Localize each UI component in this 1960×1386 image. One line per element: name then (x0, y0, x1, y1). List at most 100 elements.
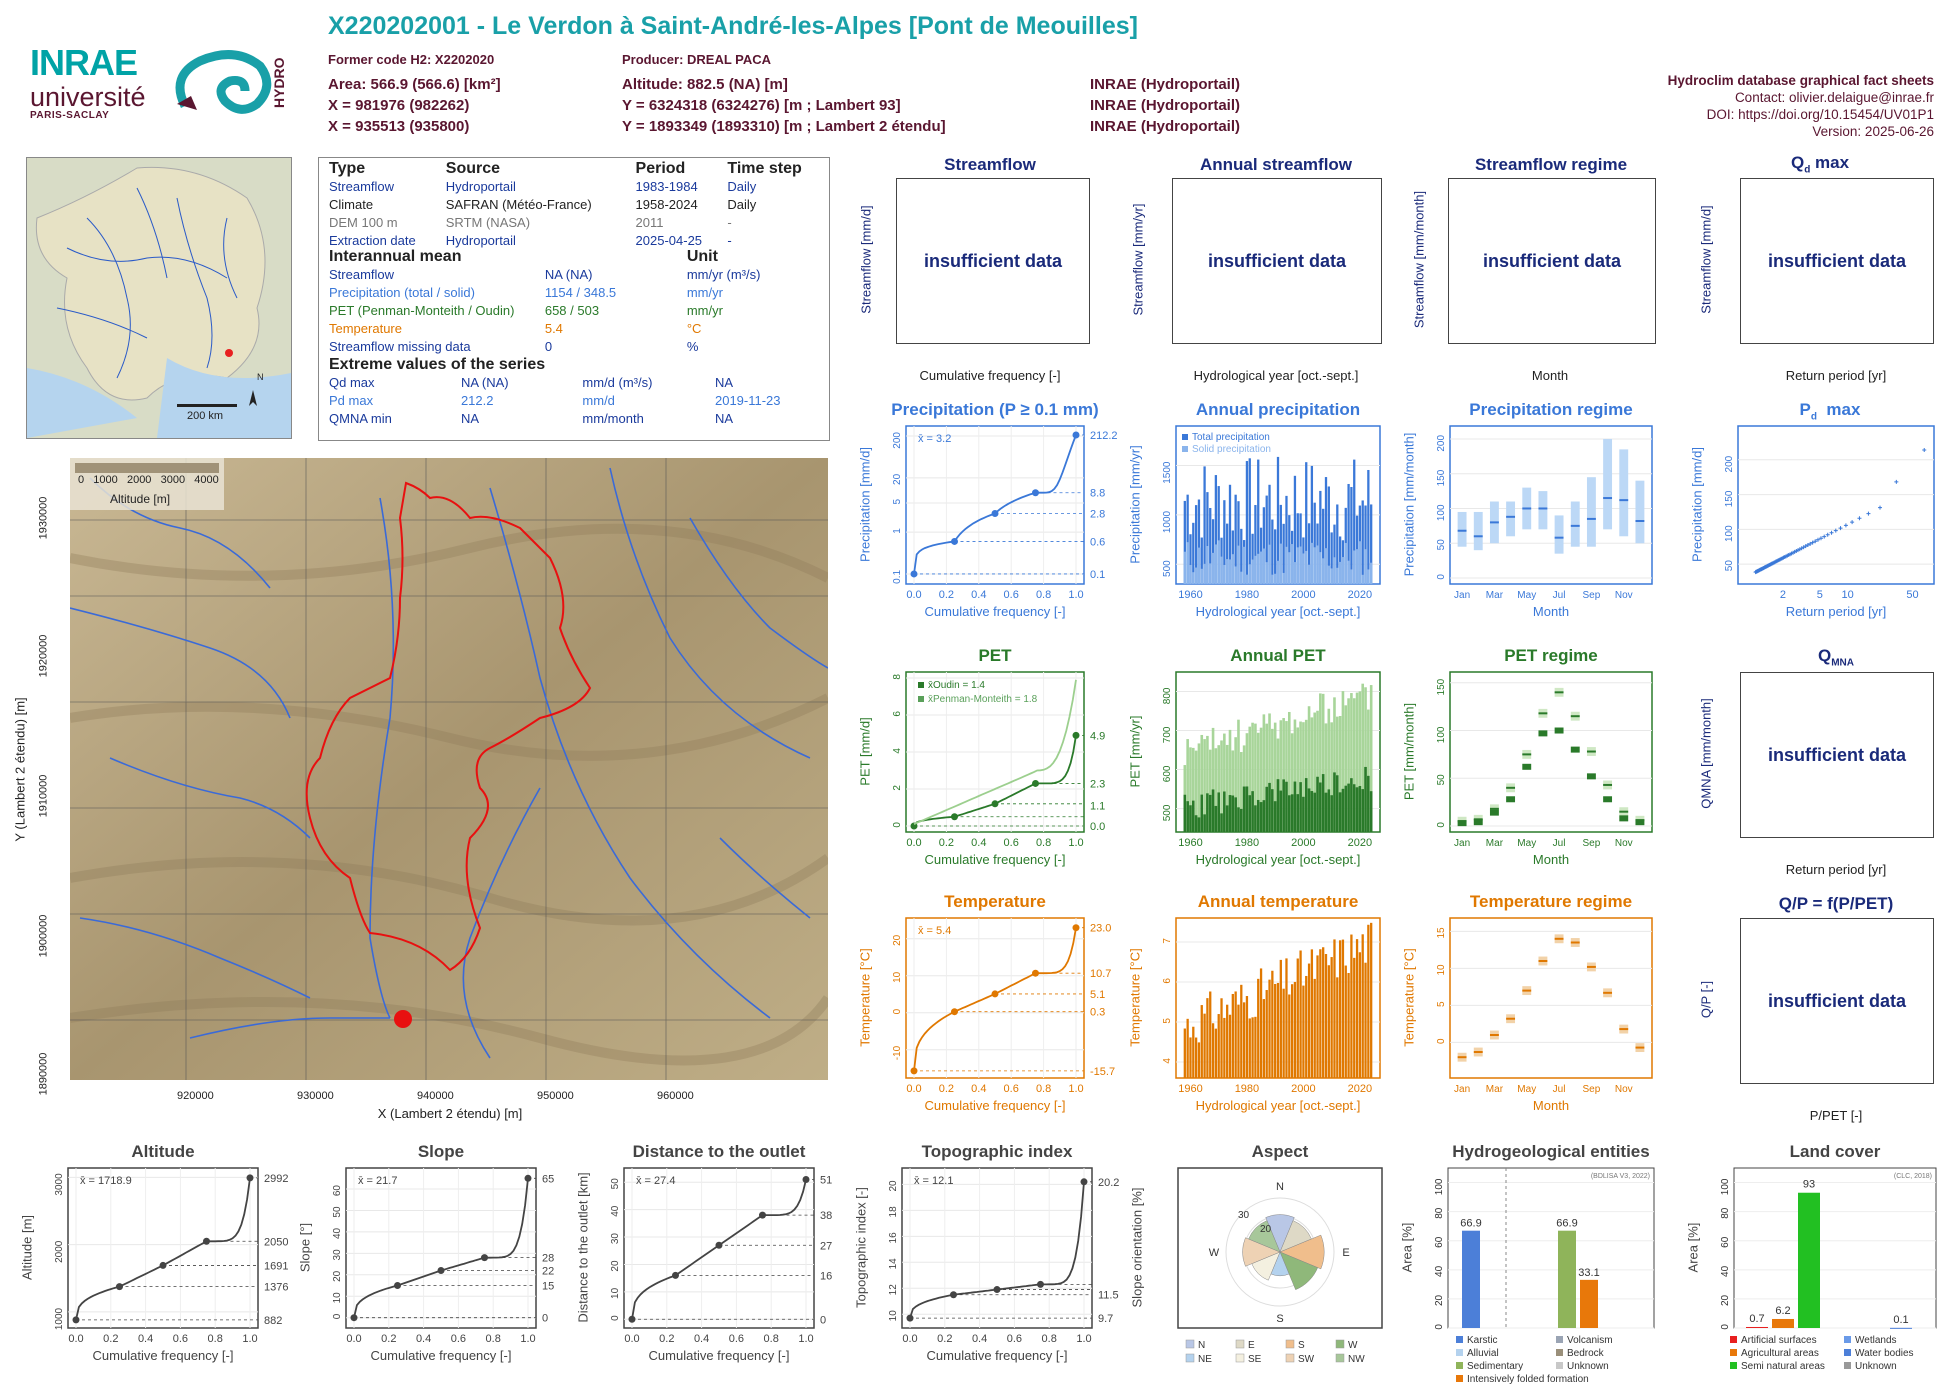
x-tick-label: Jul (1553, 838, 1566, 849)
annual-bar (1276, 982, 1280, 1078)
x-tick-label: 2020 (1348, 837, 1372, 849)
qp-panel: insufficient data (1740, 918, 1934, 1084)
y-tick-label: 60 (332, 1185, 343, 1197)
solid-precip-bar (1276, 560, 1280, 584)
quantile-point (951, 1008, 958, 1016)
solid-precip-bar (1293, 562, 1297, 584)
solid-precip-bar (1355, 549, 1359, 584)
x-lambert93: X = 981976 (982262) (328, 97, 470, 114)
y-tick-label: 7 (1162, 938, 1173, 944)
return-period-point (1818, 536, 1823, 541)
chart-title: Land cover (1789, 1142, 1881, 1161)
map-ylabel: Y (Lambert 2 étendu) [m] (12, 697, 28, 842)
land-cover-legend: Artificial surfaces Wetlands Agricultural … (1730, 1335, 1914, 1372)
annual-pet-bar-pm (1191, 747, 1195, 832)
aspect-legend: N E S WNE SE SW NW (1185, 1339, 1365, 1364)
source-note: (CLC, 2018) (1894, 1173, 1932, 1180)
annual-bar (1194, 505, 1198, 584)
annual-pet-bar-oudin (1327, 789, 1331, 832)
bar-value-label: 66.9 (1556, 1218, 1577, 1230)
annual-bar (1302, 985, 1305, 1078)
annual-bar (1242, 1002, 1246, 1078)
inrae-logo: INRAE (30, 42, 138, 83)
annual-bar (1296, 958, 1299, 1078)
y-tick-label: 5 (1162, 1018, 1173, 1024)
annual-pet-bar-pm (1223, 733, 1226, 832)
source-table: Type Source Period Time step Streamflow H… (325, 160, 825, 250)
y-tick-label: 0.1 (892, 570, 903, 584)
quantile-point (394, 1282, 401, 1290)
solid-precip-bar (1338, 561, 1342, 584)
qmna-title: QMNA (1817, 646, 1854, 669)
annual-pet-bar-pm (1208, 749, 1212, 832)
extreme-cell-unit: mm/d (582, 393, 615, 408)
legend-swatch (1556, 1349, 1563, 1356)
source-cell-type: Climate (329, 197, 374, 212)
y-tick-label: 50 (332, 1206, 343, 1218)
x-tick-label: May (1517, 838, 1536, 849)
annual-bar (1367, 469, 1370, 584)
x-tick-label: 1.0 (1068, 837, 1083, 849)
annual-pet-bar-pm (1338, 716, 1342, 832)
annual-pet-bar-oudin (1330, 795, 1333, 832)
annual-pet-bar-pm (1271, 728, 1274, 832)
source-1: INRAE (Hydroportail) (1090, 76, 1240, 93)
solid-precip-bar (1367, 569, 1370, 584)
annual-pet-bar-pm (1355, 692, 1359, 832)
map-xtick: 950000 (537, 1090, 574, 1102)
annual-pet-bar-oudin (1211, 789, 1215, 832)
annual-bar (1268, 979, 1271, 1078)
legend-label: NE (1198, 1354, 1212, 1364)
x-tick-label: Jan (1454, 590, 1470, 601)
hydro-bar (1462, 1230, 1480, 1328)
x-tick-label: 0.2 (103, 1333, 118, 1345)
streamflow-regime-ylabel: Streamflow [mm/month] (1411, 190, 1427, 329)
annual-pet-bar-pm (1290, 733, 1294, 832)
y-tick-label: 10 (1436, 964, 1447, 976)
annual-pet-bar-pm (1186, 739, 1189, 832)
chart-xlabel: Hydrological year [oct.-sept.] (1195, 604, 1361, 619)
x-tick-label: Nov (1615, 590, 1633, 601)
y-tick-label: 4 (892, 748, 903, 754)
x-tick-label: 2 (1780, 589, 1786, 601)
mean-cell-name: Streamflow missing data (329, 339, 471, 354)
regime-box (1538, 491, 1548, 530)
plot-frame (1737, 425, 1935, 585)
x-tick-label: Jul (1553, 590, 1566, 601)
legend-swatch (1335, 1339, 1345, 1349)
annual-bar (1282, 988, 1285, 1078)
x-tick-label: 5 (1817, 589, 1823, 601)
chart-title: PET (978, 646, 1012, 665)
regime-median-secondary (1554, 727, 1564, 734)
solid-precip-bar (1211, 552, 1215, 584)
coords-block-2: Altitude: 882.5 (NA) [m] Y = 6324318 (63… (622, 74, 946, 137)
plot-frame (1447, 1167, 1655, 1329)
annual-bar (1234, 991, 1237, 1078)
y-tick-label: 40 (1720, 1265, 1731, 1277)
annual-bar (1338, 536, 1342, 584)
x-tick-label: Sep (1583, 590, 1601, 601)
legend-swatch (1235, 1353, 1245, 1363)
quantile-point (1032, 969, 1039, 977)
producer: Producer: DREAL PACA (622, 52, 772, 67)
annual-pet-bar-pm (1245, 733, 1249, 832)
mean-cell-unit: mm/yr (m³/s) (686, 267, 761, 282)
legend-swatch (1456, 1349, 1463, 1356)
chart-ylabel: Precipitation [mm/d] (857, 447, 873, 562)
qd-max-ylabel: Streamflow [mm/d] (1698, 205, 1714, 314)
annual-streamflow-panel: insufficient data (1172, 178, 1382, 344)
chart-plot: 0.1 1 5 20 200 0.0 0.2 0.4 0.6 0.8 1.0 212.2 8.8 2.8 0… (892, 425, 1118, 601)
source-cell-period: 1958-2024 (635, 197, 698, 212)
solid-precip-bar (1307, 564, 1311, 584)
qmna-ylabel: QMNA [mm/month] (1698, 698, 1714, 809)
quantile-point (116, 1283, 123, 1291)
annual-bar (1307, 963, 1311, 1078)
col-step: Time step (727, 160, 802, 177)
annual-bar (1288, 994, 1291, 1078)
y-tick-label: 150 (1436, 469, 1447, 486)
annual-pet-bar-pm (1287, 711, 1291, 832)
annual-bar (1319, 490, 1322, 584)
x-tick-label: 0.6 (173, 1333, 188, 1345)
right-value-label: 2992 (264, 1173, 288, 1185)
solid-precip-bar (1197, 547, 1201, 584)
